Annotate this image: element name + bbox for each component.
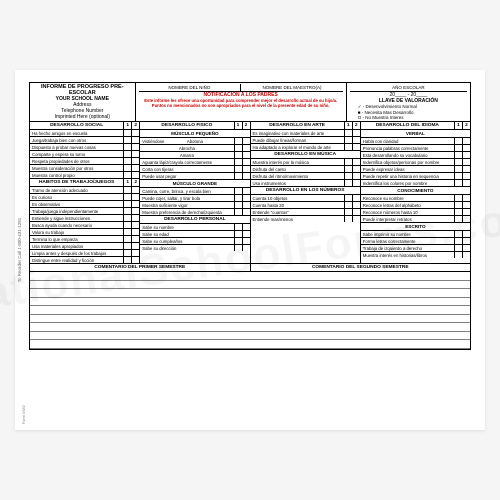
- body-columns: DESARROLLO SOCIAL12 Ha hecho amigos en e…: [29, 122, 471, 264]
- sect-physical: DESARROLLO FISICO: [140, 122, 233, 129]
- comment-first-semester: COMENTARIO DEL PRIMER SEMESTRE: [30, 264, 251, 271]
- report-title: INFORME DE PROGRESO PRE-ESCOLAR: [33, 84, 132, 96]
- sect-personal: DESARROLLO PERSONAL: [140, 216, 249, 223]
- report-sheet: NationalSchoolForms.com To Reorder Call …: [15, 70, 485, 430]
- column-4: DESARROLLO DEL IDIOMA12 VERBAL Habla con…: [361, 122, 470, 263]
- column-2: DESARROLLO FISICO12 MÚSCULO PEQUEÑO Vist…: [140, 122, 250, 263]
- sect-social: DESARROLLO SOCIAL: [30, 122, 123, 129]
- comment-header-row: COMENTARIO DEL PRIMER SEMESTRE COMENTARI…: [29, 264, 471, 272]
- header-school-block: INFORME DE PROGRESO PRE-ESCOLAR YOUR SCH…: [30, 83, 136, 121]
- sect-language: DESARROLLO DEL IDIOMA: [361, 122, 454, 129]
- sect-numbers: DESARROLLO EN LOS NÚMEROS: [251, 187, 360, 194]
- notification-text: Este informe les ofrece una oportunidad …: [139, 98, 343, 108]
- sect-music: DESARROLLO EN MÚSICA: [251, 151, 360, 158]
- sub-large-muscle: MÚSCULO GRANDE: [140, 180, 249, 188]
- header-right: AÑO ESCOLAR 20____ - 20____ LLAVE DE VAL…: [347, 83, 470, 121]
- sect-art: DESARROLLO EN ARTE: [251, 122, 344, 129]
- header-middle: NOMBRE DEL NIÑO NOMBRE DEL MAESTRO(A) NO…: [136, 83, 347, 121]
- form-number: Form #582: [21, 405, 26, 424]
- column-1: DESARROLLO SOCIAL12 Ha hecho amigos en e…: [30, 122, 140, 263]
- comment-lines-area[interactable]: [29, 272, 471, 350]
- side-reorder-text: To Reorder Call 1-800-431-1281: [17, 218, 22, 283]
- header-row: INFORME DE PROGRESO PRE-ESCOLAR YOUR SCH…: [29, 82, 471, 122]
- field-teacher-name: NOMBRE DEL MAESTRO(A): [241, 84, 343, 91]
- field-school-year-label: AÑO ESCOLAR: [350, 84, 467, 91]
- column-3: DESARROLLO EN ARTE12 Es imaginativo con …: [251, 122, 361, 263]
- rating-key-3: O - No Muestra Interes: [350, 115, 467, 120]
- sub-knowledge: CONOCIMIENTO: [361, 187, 470, 195]
- comment-second-semester: COMENTARIO DEL SEGUNDO SEMESTRE: [251, 264, 471, 271]
- field-child-name: NOMBRE DEL NIÑO: [139, 84, 242, 91]
- sub-small-muscle: MÚSCULO PEQUEÑO: [140, 130, 249, 138]
- sect-habits: HABITOS DE TRABAJO/JUEGOS: [30, 179, 123, 186]
- sub-written: ESCRITO: [361, 223, 470, 231]
- sub-verbal: VERBAL: [361, 130, 470, 138]
- imprint-note: Imprinted Here (optional): [33, 114, 132, 120]
